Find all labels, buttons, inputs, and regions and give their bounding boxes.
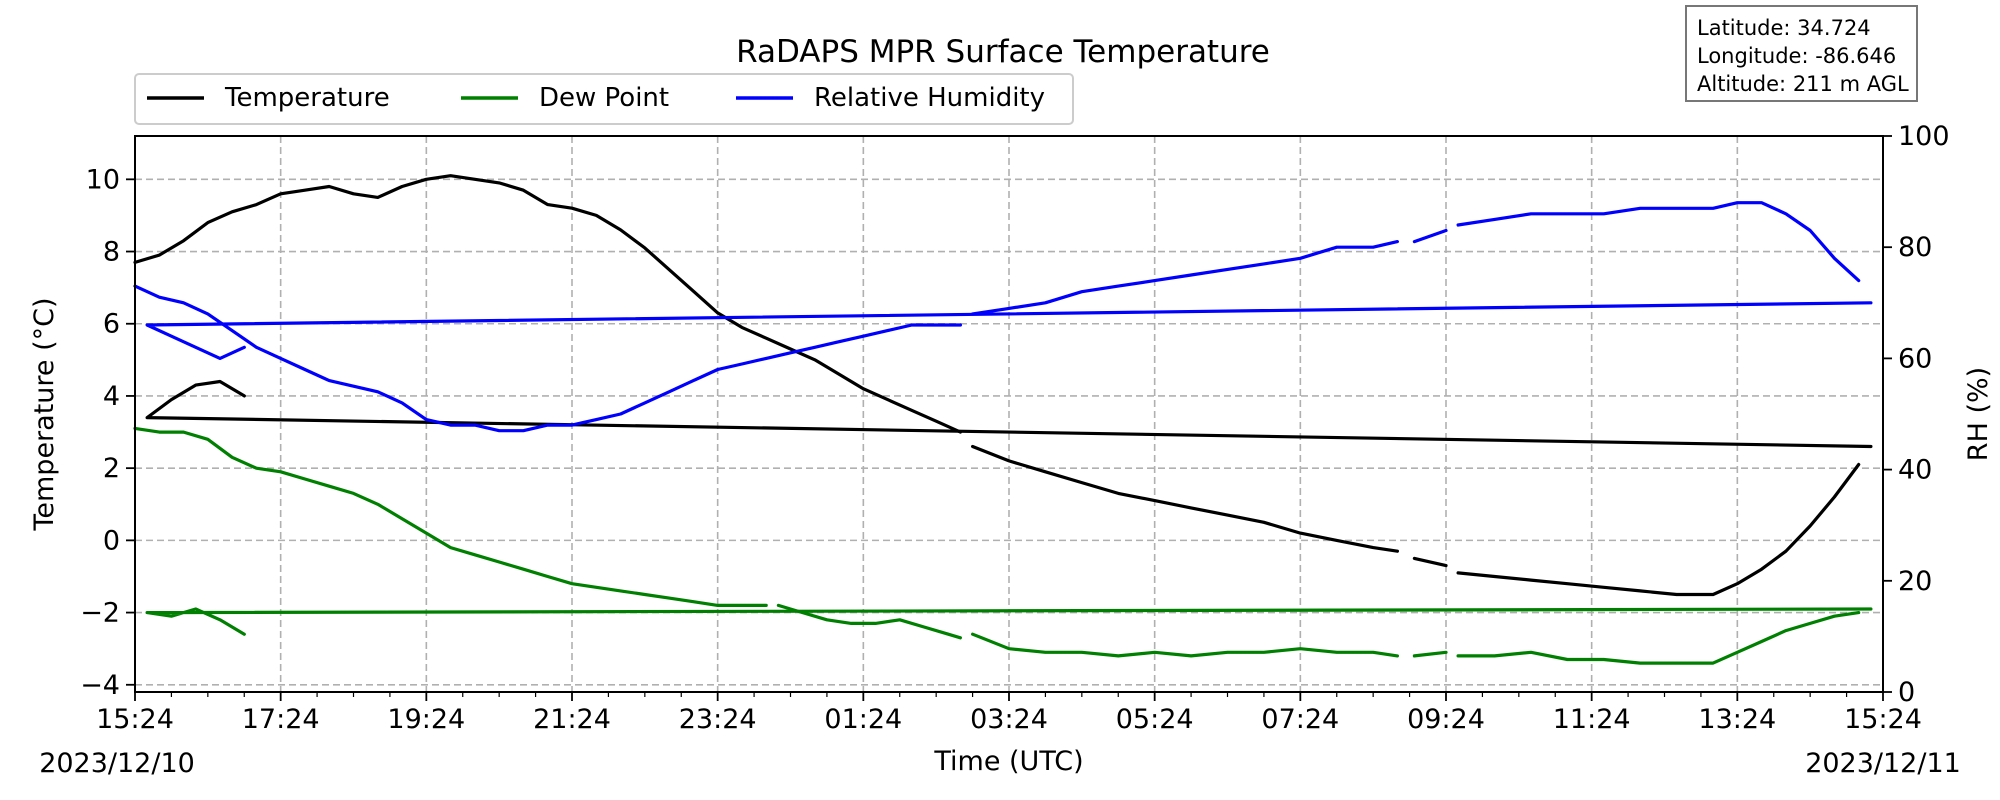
x-tick-label: 07:24 xyxy=(1261,704,1339,735)
relative-humidity-line-segment xyxy=(133,284,963,433)
legend-label-temperature: Temperature xyxy=(224,83,390,113)
date-left-label: 2023/12/10 xyxy=(39,748,195,779)
chart-title: RaDAPS MPR Surface Temperature xyxy=(736,34,1270,70)
y-tick-label: 4 xyxy=(103,381,120,412)
temperature-line-segment xyxy=(1456,462,1861,597)
y2-tick-label: 100 xyxy=(1898,121,1950,152)
y2-tick-label: 60 xyxy=(1898,343,1932,374)
x-tick-label: 03:24 xyxy=(970,704,1048,735)
y2-axis-label: RH (%) xyxy=(1963,367,1994,461)
x-axis-label: Time (UTC) xyxy=(933,746,1083,777)
station-info-box: Latitude: 34.724 Longitude: -86.646 Alti… xyxy=(1685,5,1918,102)
temperature-line-segment xyxy=(133,174,963,434)
axes: 15:24 17:24 19:24 21:24 23:24 01:24 03:24 05:24… xyxy=(80,121,1949,735)
y-axis-label: Temperature (°C) xyxy=(29,297,60,531)
x-tick-label: 05:24 xyxy=(1116,704,1194,735)
x-tick-label: 09:24 xyxy=(1407,704,1485,735)
temperature-line-segment xyxy=(1412,556,1448,568)
relative-humidity-line-segment xyxy=(1412,228,1448,244)
x-tick-label: 13:24 xyxy=(1698,704,1776,735)
x-tick-label: 01:24 xyxy=(824,704,902,735)
y-tick-label: −4 xyxy=(80,670,120,701)
y-tick-label: 8 xyxy=(103,237,120,268)
legend-label-dew-point: Dew Point xyxy=(539,83,669,113)
dew-point-line-segment xyxy=(1412,650,1448,658)
legend: Temperature Dew Point Relative Humidity xyxy=(134,73,1074,125)
dew-point-line-segment xyxy=(133,426,768,608)
altitude-text: Altitude: 211 m AGL xyxy=(1697,72,1909,96)
latitude-text: Latitude: 34.724 xyxy=(1697,16,1871,40)
y2-tick-label: 40 xyxy=(1898,455,1932,486)
x-tick-label: 23:24 xyxy=(679,704,757,735)
y2-tick-label: 20 xyxy=(1898,566,1932,597)
series-layer xyxy=(133,174,1873,665)
y-tick-label: 2 xyxy=(103,453,120,484)
dew-point-line-segment xyxy=(970,632,1400,658)
x-tick-label: 21:24 xyxy=(533,704,611,735)
longitude-text: Longitude: -86.646 xyxy=(1697,44,1897,68)
y2-tick-label: 80 xyxy=(1898,232,1932,263)
y-tick-label: 10 xyxy=(86,164,120,195)
relative-humidity-line-segment xyxy=(1456,201,1861,283)
x-tick-label: 19:24 xyxy=(387,704,465,735)
y-tick-label: −2 xyxy=(80,598,120,629)
dew-point-line-segment xyxy=(776,603,963,640)
x-tick-label: 15:24 xyxy=(96,704,174,735)
y2-tick-label: 0 xyxy=(1898,677,1915,708)
y-tick-label: 6 xyxy=(103,309,120,340)
x-tick-label: 11:24 xyxy=(1553,704,1631,735)
dew-point-line-segment xyxy=(145,607,1873,636)
dew-point-line-segment xyxy=(1456,610,1861,665)
legend-label-relative-humidity: Relative Humidity xyxy=(814,83,1045,113)
temperature-line-segment xyxy=(970,444,1400,553)
x-tick-label: 15:24 xyxy=(1844,704,1922,735)
date-right-label: 2023/12/11 xyxy=(1805,748,1961,779)
legend-frame xyxy=(134,73,1074,125)
relative-humidity-line-segment xyxy=(970,240,1400,316)
x-tick-label: 17:24 xyxy=(242,704,320,735)
y-tick-label: 0 xyxy=(103,525,120,556)
relative-humidity-line-segment xyxy=(145,301,1873,360)
